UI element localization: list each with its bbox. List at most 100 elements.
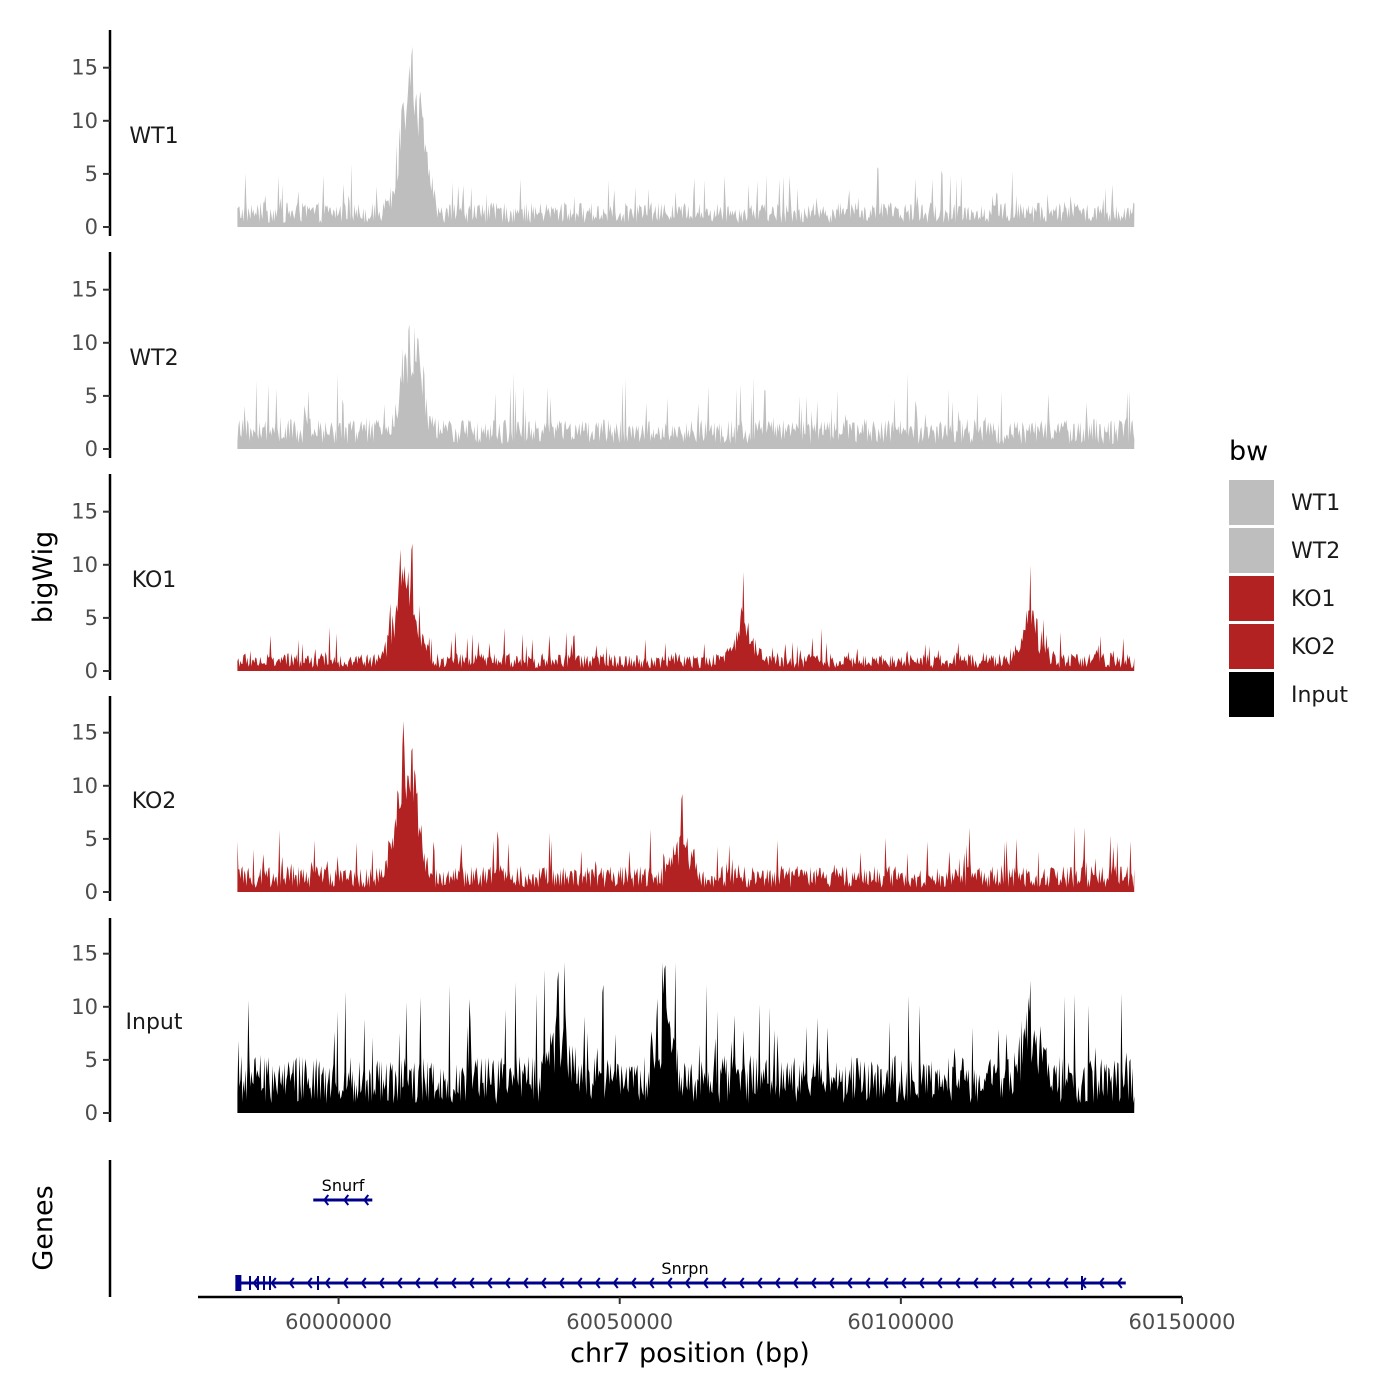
- legend-key-wt2: [1229, 528, 1274, 573]
- y-tick-label: 0: [85, 880, 98, 904]
- strand-arrow: [828, 1277, 835, 1289]
- strand-arrow: [343, 1194, 350, 1206]
- strand-arrow: [702, 1277, 709, 1289]
- legend-label-wt1: WT1: [1291, 491, 1340, 516]
- strand-arrow: [1116, 1277, 1123, 1289]
- strand-arrow: [558, 1277, 565, 1289]
- track-label: WT2: [129, 346, 178, 371]
- strand-arrow: [792, 1277, 799, 1289]
- signal-area-wt2: [237, 324, 1135, 449]
- y-tick-label: 5: [85, 384, 98, 408]
- strand-arrow: [1044, 1277, 1051, 1289]
- x-tick-label: 60100000: [847, 1310, 954, 1334]
- strand-arrow: [684, 1277, 691, 1289]
- strand-arrow: [846, 1277, 853, 1289]
- strand-arrow: [1098, 1277, 1105, 1289]
- strand-arrow: [666, 1277, 673, 1289]
- strand-arrow: [630, 1277, 637, 1289]
- strand-arrow: [1008, 1277, 1015, 1289]
- y-tick-label: 10: [71, 774, 98, 798]
- strand-arrow: [306, 1277, 313, 1289]
- strand-arrow: [378, 1277, 385, 1289]
- y-axis-title: bigWig: [28, 531, 59, 624]
- y-tick-label: 5: [85, 162, 98, 186]
- strand-arrow: [882, 1277, 889, 1289]
- track-wt2: 0 5 10 15 WT2: [71, 252, 1135, 461]
- strand-arrow: [324, 1277, 331, 1289]
- strand-arrow: [288, 1277, 295, 1289]
- y-tick-label: 15: [71, 500, 98, 524]
- strand-arrow: [900, 1277, 907, 1289]
- track-label: WT1: [129, 124, 178, 149]
- strand-arrow: [612, 1277, 619, 1289]
- strand-arrow: [342, 1277, 349, 1289]
- strand-arrow: [450, 1277, 457, 1289]
- strand-arrow: [360, 1277, 367, 1289]
- strand-arrow: [522, 1277, 529, 1289]
- strand-arrow: [738, 1277, 745, 1289]
- gene-track: Snurf Snrpn: [108, 1160, 1126, 1297]
- legend-key-wt1: [1229, 480, 1274, 525]
- track-ko1: 0 5 10 15 KO1: [71, 474, 1135, 683]
- y-tick-label: 5: [85, 606, 98, 630]
- signal-area-ko1: [237, 543, 1135, 671]
- track-label: Input: [126, 1010, 183, 1035]
- strand-arrow: [396, 1277, 403, 1289]
- x-tick-label: 60050000: [566, 1310, 673, 1334]
- strand-arrow: [1026, 1277, 1033, 1289]
- strand-arrow: [468, 1277, 475, 1289]
- signal-area-ko2: [237, 721, 1135, 892]
- track-label: KO2: [132, 789, 177, 814]
- track-input: 0 5 10 15 Input: [71, 918, 1135, 1125]
- legend-key-input: [1229, 672, 1274, 717]
- legend-label-ko1: KO1: [1291, 587, 1336, 612]
- x-tick-label: 60150000: [1129, 1310, 1236, 1334]
- strand-arrow: [810, 1277, 817, 1289]
- gene-snrpn: Snrpn: [235, 1259, 1126, 1291]
- strand-arrow: [720, 1277, 727, 1289]
- signal-area-wt1: [237, 46, 1135, 227]
- strand-arrow: [648, 1277, 655, 1289]
- strand-arrow: [252, 1277, 259, 1289]
- legend-label-input: Input: [1291, 683, 1348, 708]
- y-tick-label: 10: [71, 109, 98, 133]
- legend-key-ko1: [1229, 576, 1274, 621]
- strand-arrow: [270, 1277, 277, 1289]
- strand-arrow: [954, 1277, 961, 1289]
- gene-snurf: Snurf: [313, 1176, 373, 1206]
- y-tick-label: 15: [71, 721, 98, 745]
- strand-arrow: [576, 1277, 583, 1289]
- y-tick-label: 15: [71, 942, 98, 966]
- strand-arrow: [363, 1194, 370, 1206]
- y-tick-label: 0: [85, 659, 98, 683]
- y-tick-label: 15: [71, 56, 98, 80]
- legend: bw WT1 WT2 KO1 KO2 Input: [1229, 436, 1348, 717]
- y-tick-label: 5: [85, 1048, 98, 1072]
- strand-arrow: [504, 1277, 511, 1289]
- exon: [235, 1275, 242, 1291]
- strand-arrow: [918, 1277, 925, 1289]
- strand-arrow: [414, 1277, 421, 1289]
- strand-arrow: [323, 1194, 330, 1206]
- x-tick-label: 60000000: [285, 1310, 392, 1334]
- strand-arrow: [540, 1277, 547, 1289]
- strand-arrow: [486, 1277, 493, 1289]
- strand-arrow: [756, 1277, 763, 1289]
- gene-label: Snurf: [322, 1176, 365, 1195]
- signal-area-input: [237, 962, 1135, 1113]
- legend-key-ko2: [1229, 624, 1274, 669]
- x-axis: 60000000 60050000 60100000 60150000: [198, 1295, 1236, 1334]
- strand-arrow: [774, 1277, 781, 1289]
- y-tick-label: 10: [71, 331, 98, 355]
- track-wt1: 0 5 10 15 WT1: [71, 30, 1135, 239]
- strand-arrow: [594, 1277, 601, 1289]
- y-tick-label: 10: [71, 995, 98, 1019]
- y-tick-label: 5: [85, 827, 98, 851]
- legend-label-wt2: WT2: [1291, 539, 1340, 564]
- strand-arrow: [864, 1277, 871, 1289]
- y-tick-label: 0: [85, 1101, 98, 1125]
- y-tick-label: 0: [85, 437, 98, 461]
- legend-label-ko2: KO2: [1291, 635, 1336, 660]
- strand-arrow: [432, 1277, 439, 1289]
